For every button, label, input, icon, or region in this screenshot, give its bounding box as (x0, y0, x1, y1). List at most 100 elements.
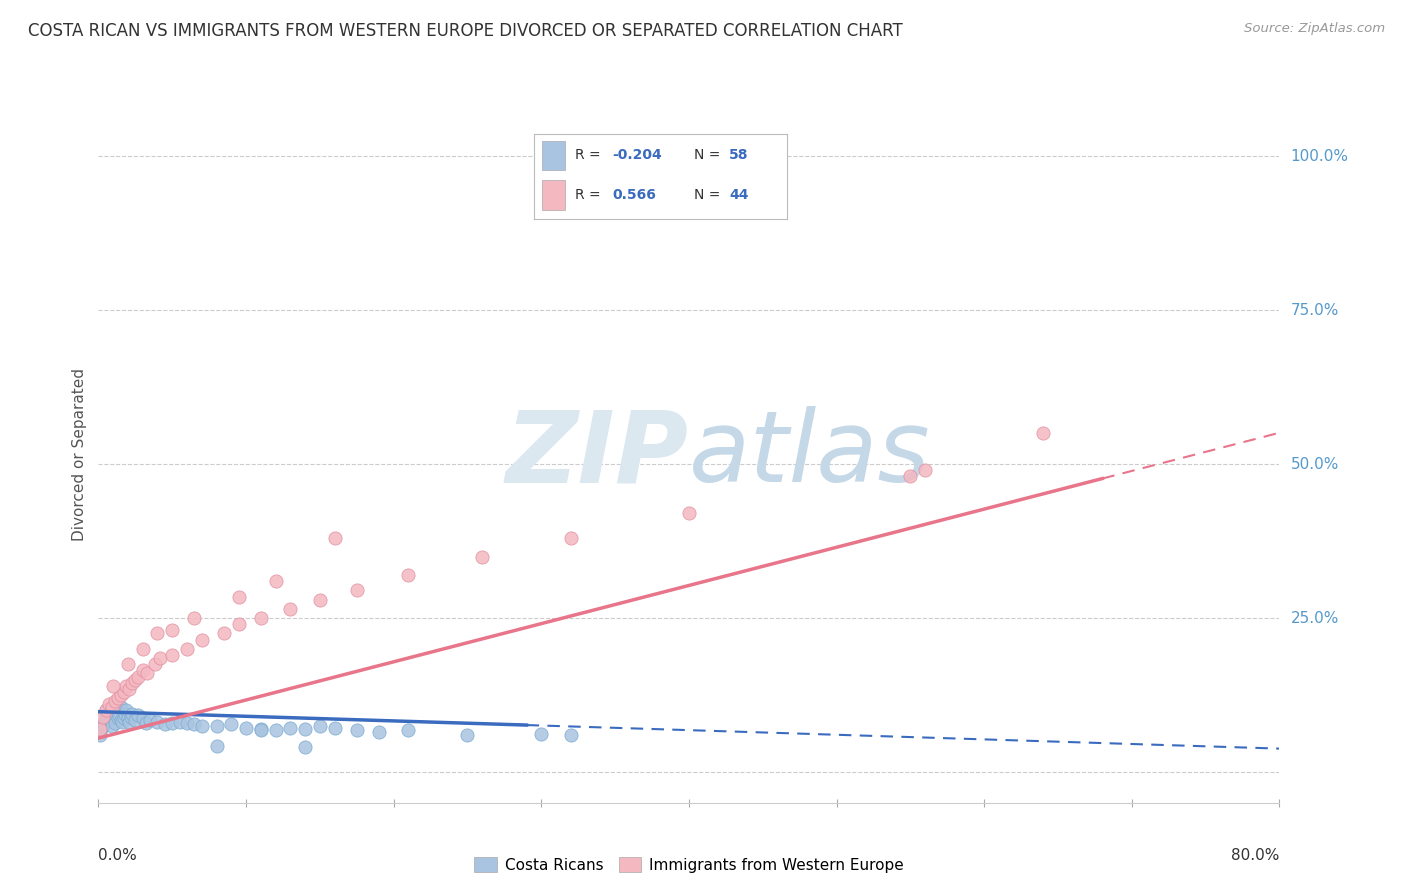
Point (132, 711, 155, 725)
Point (114, 706, 136, 721)
Point (108, 708, 131, 723)
Text: 0.566: 0.566 (613, 188, 657, 202)
Point (93, 715, 115, 730)
Point (132, 641, 155, 656)
Point (121, 706, 143, 721)
Point (143, 657, 166, 672)
Point (530, 727, 553, 741)
Text: 44: 44 (730, 188, 748, 202)
Point (98, 713, 121, 727)
Point (309, 592, 332, 607)
Point (110, 688, 132, 702)
Point (115, 703, 138, 717)
Point (146, 714, 169, 729)
Point (278, 602, 302, 616)
Point (94, 703, 117, 717)
Point (117, 711, 139, 725)
Point (1032, 426, 1054, 441)
Point (117, 657, 139, 672)
Point (169, 714, 191, 729)
Point (97, 706, 120, 721)
Point (105, 706, 128, 721)
Point (100, 719, 122, 733)
Text: R =: R = (575, 148, 605, 162)
Point (560, 728, 582, 742)
Point (110, 700, 132, 714)
Point (205, 719, 228, 733)
Point (136, 666, 159, 681)
Text: 75.0%: 75.0% (1291, 302, 1339, 318)
Point (94, 709, 117, 723)
Legend: Costa Ricans, Immigrants from Western Europe: Costa Ricans, Immigrants from Western Eu… (468, 850, 910, 879)
Point (127, 669, 149, 683)
Point (107, 711, 129, 725)
Point (294, 740, 316, 755)
Text: 100.0%: 100.0% (1291, 149, 1348, 164)
Text: 25.0%: 25.0% (1291, 611, 1339, 625)
Point (228, 617, 250, 632)
Point (264, 574, 287, 589)
Point (107, 691, 129, 706)
FancyBboxPatch shape (541, 141, 565, 170)
Point (278, 721, 302, 735)
Point (132, 664, 155, 678)
Point (191, 632, 214, 647)
Text: 58: 58 (730, 148, 748, 162)
Point (560, 531, 582, 545)
Point (112, 711, 135, 725)
Point (115, 679, 138, 693)
Point (90, 722, 112, 736)
Point (149, 651, 172, 665)
Point (98, 703, 121, 717)
Point (91, 719, 114, 733)
Point (471, 549, 494, 564)
Point (456, 728, 478, 742)
Point (104, 694, 127, 708)
Point (346, 723, 368, 738)
Point (104, 715, 127, 730)
Point (91, 709, 114, 723)
Point (103, 709, 125, 723)
Point (118, 714, 141, 729)
Point (162, 715, 183, 730)
Point (678, 507, 700, 521)
Text: 80.0%: 80.0% (1232, 848, 1279, 863)
Point (212, 626, 235, 640)
Point (94, 703, 117, 717)
Point (205, 739, 228, 753)
Point (153, 717, 176, 731)
Point (124, 673, 146, 687)
Point (176, 641, 198, 656)
Point (228, 590, 250, 604)
Text: -0.204: -0.204 (613, 148, 662, 162)
Point (250, 611, 273, 625)
FancyBboxPatch shape (541, 180, 565, 211)
Text: Source: ZipAtlas.com: Source: ZipAtlas.com (1244, 22, 1385, 36)
Text: 50.0%: 50.0% (1291, 457, 1339, 472)
Point (183, 611, 205, 625)
Point (97, 698, 120, 712)
Point (396, 723, 419, 738)
Point (309, 719, 332, 733)
Point (900, 469, 922, 483)
Text: R =: R = (575, 188, 605, 202)
Point (146, 626, 169, 640)
Point (264, 723, 287, 738)
Point (118, 681, 141, 696)
Point (235, 721, 257, 735)
Point (96, 713, 118, 727)
Text: ZIP: ZIP (506, 407, 689, 503)
Point (89, 728, 111, 742)
Point (162, 648, 183, 662)
Text: atlas: atlas (689, 407, 931, 503)
Point (89, 722, 111, 736)
Point (112, 685, 135, 699)
Point (103, 700, 125, 714)
Point (135, 715, 157, 730)
Y-axis label: Divorced or Separated: Divorced or Separated (72, 368, 87, 541)
Point (250, 723, 273, 738)
Point (914, 463, 936, 477)
Point (176, 715, 198, 730)
Point (323, 721, 346, 735)
Point (294, 722, 316, 736)
